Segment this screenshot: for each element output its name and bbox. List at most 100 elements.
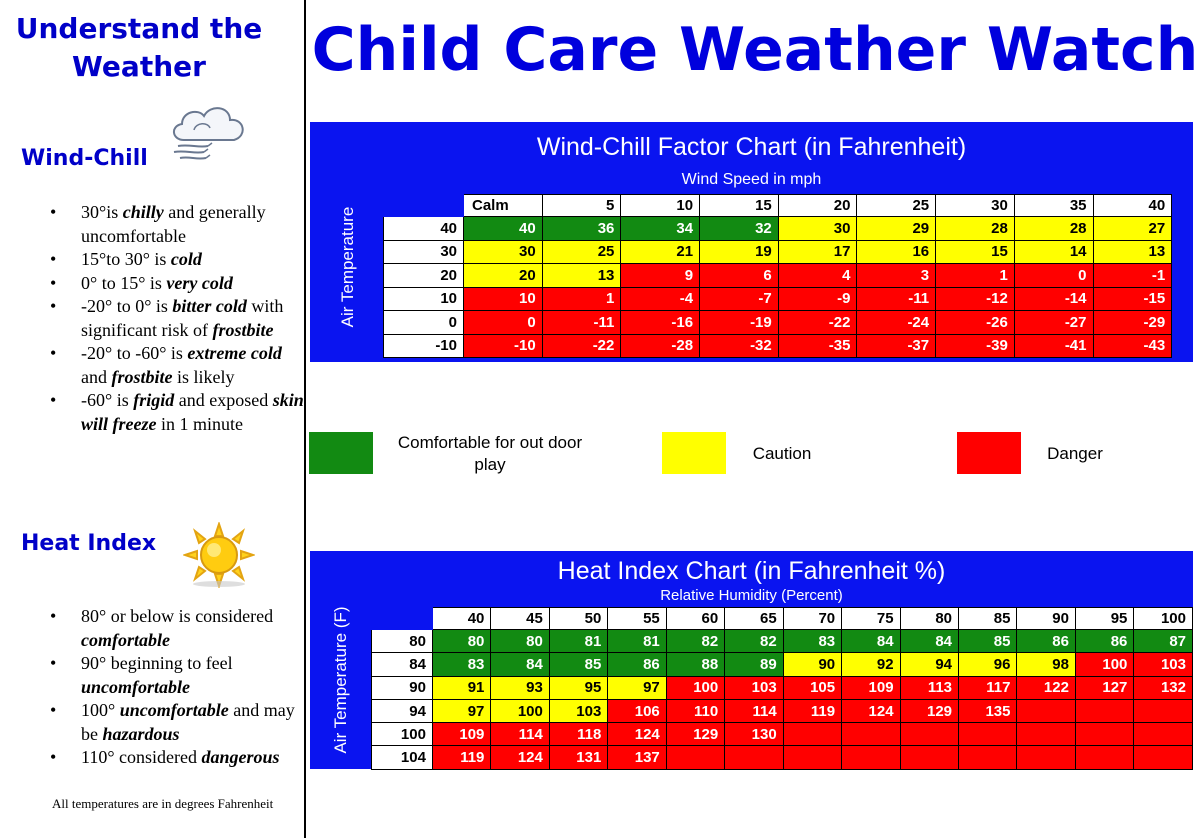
windchill-note: 30°is chilly and generally uncomfortable [48,201,305,248]
windchill-cell: 0 [1013,263,1094,288]
windchill-cell: 4 [777,263,858,288]
heatindex-heading: Heat Index [21,531,157,556]
sidebar-divider [304,0,306,838]
windchill-cell: 29 [856,216,937,241]
note-text: 80° or below is considered [81,606,274,626]
windchill-cell: 15 [935,239,1015,264]
emphasis: extreme cold [187,343,282,363]
heat-cell: 86 [1016,628,1076,654]
emphasis: skin will freeze [81,390,304,434]
heat-cell: 135 [958,698,1018,724]
table-row: 104 119 124 131 137 [371,745,1193,770]
heat-cell: 87 [1133,628,1193,654]
heat-chart-subtitle: Relative Humidity (Percent) [660,587,843,604]
heat-cell: 80 [490,628,550,654]
windchill-cell: -37 [856,333,937,358]
windchill-cell: -4 [620,286,701,311]
heat-cell: 85 [548,652,609,677]
note-text: and may be [81,700,295,744]
table-row: 0 0 -11 -16 -19 -22 -24 -26 -27 -29 [383,310,1173,335]
windchill-cell: -10 [463,333,543,358]
windchill-cell: 32 [699,216,779,241]
heat-cell: 94 [899,652,960,677]
heat-row-header: 104 [371,745,433,770]
emphasis: chilly [122,202,164,222]
heat-cell [1016,722,1076,747]
windchill-row-header: 20 [383,263,464,288]
windchill-row-header: -10 [383,333,464,358]
heat-cell: 81 [607,628,667,654]
heat-cell: 114 [724,698,784,724]
heat-index-chart: Heat Index Chart (in Fahrenheit %) Relat… [310,551,1193,770]
heat-row-header: 84 [371,652,433,677]
note-text: and generally uncomfortable [81,202,266,246]
emphasis: frostbite [212,319,274,340]
windchill-cell: 25 [541,239,622,264]
heat-column-header: 95 [1074,607,1135,630]
windchill-header-row: Calm 5 10 15 20 25 30 35 40 [383,194,1173,217]
windchill-cell: 28 [935,216,1015,241]
heat-cell: 109 [431,722,492,747]
windchill-cell: 10 [463,286,543,311]
heat-cell: 100 [490,698,550,724]
heat-cell: 80 [431,628,492,654]
heatindex-note: 80° or below is considered comfortable [48,605,305,652]
windchill-cell: 13 [541,263,622,288]
windchill-cell: 28 [1013,216,1094,241]
windchill-note: -20° to -60° is extreme cold and frostbi… [48,342,305,389]
legend-swatch-danger [957,432,1021,474]
windchill-row-header: 0 [383,310,464,335]
heat-cell [782,745,843,770]
windchill-cell: 1 [541,286,622,311]
heat-cell [841,722,901,747]
heat-cell: 100 [665,675,726,700]
heat-cell: 81 [548,628,609,654]
heat-column-header: 75 [841,607,901,630]
heat-cell [958,722,1018,747]
heat-cell: 95 [548,675,609,700]
emphasis: frigid [133,390,175,410]
heat-column-header: 45 [490,607,550,630]
heatindex-note: 110° considered dangerous [48,746,305,770]
windchill-corner [383,194,464,217]
heat-header-row: 40 45 50 55 60 65 70 75 80 85 90 95 100 [371,607,1193,630]
heat-row-header: 94 [371,698,433,724]
windchill-cell: 34 [620,216,701,241]
emphasis: very cold [166,272,233,293]
heat-cell: 82 [665,628,726,654]
heat-cell: 96 [958,652,1018,677]
heat-cell: 82 [724,628,784,654]
heat-cell: 131 [548,745,609,770]
heat-cell [1133,698,1193,724]
note-text: 90° beginning to feel [81,653,233,673]
heat-cell: 92 [841,652,901,677]
note-text: and [81,366,112,387]
heat-cell [1074,745,1135,770]
windchill-cell: -12 [935,286,1015,311]
windchill-cell: 0 [463,310,543,335]
windchill-cell: 36 [541,216,622,241]
windchill-cell: -24 [856,310,937,335]
heat-corner [371,607,433,630]
heat-cell [1074,698,1135,724]
windchill-cell: 19 [699,239,779,264]
heat-cell: 103 [1133,652,1193,677]
legend-label-comfortable: Comfortable for out door play [397,433,583,474]
windchill-column-header: 20 [777,194,858,217]
heat-cell [1074,722,1135,747]
windchill-column-header: 5 [541,194,622,217]
heat-cell: 86 [607,652,667,677]
emphasis: bitter cold [172,296,247,316]
heat-cell: 91 [431,675,492,700]
heat-column-header: 85 [958,607,1018,630]
heat-cell [782,722,843,747]
windchill-cell: -43 [1092,333,1173,358]
windchill-cell: 21 [620,239,701,264]
heat-cell: 98 [1016,652,1076,677]
heat-cell [724,745,784,770]
windchill-note: -20° to 0° is bitter cold with significa… [48,295,305,342]
table-row: 90 91 93 95 97 100 103 105 109 113 117 122 127 132 [371,675,1193,700]
heat-chart-title: Heat Index Chart (in Fahrenheit %) [557,557,946,585]
windchill-cell: -41 [1013,333,1094,358]
windchill-side-label: Air Temperature [338,206,357,328]
